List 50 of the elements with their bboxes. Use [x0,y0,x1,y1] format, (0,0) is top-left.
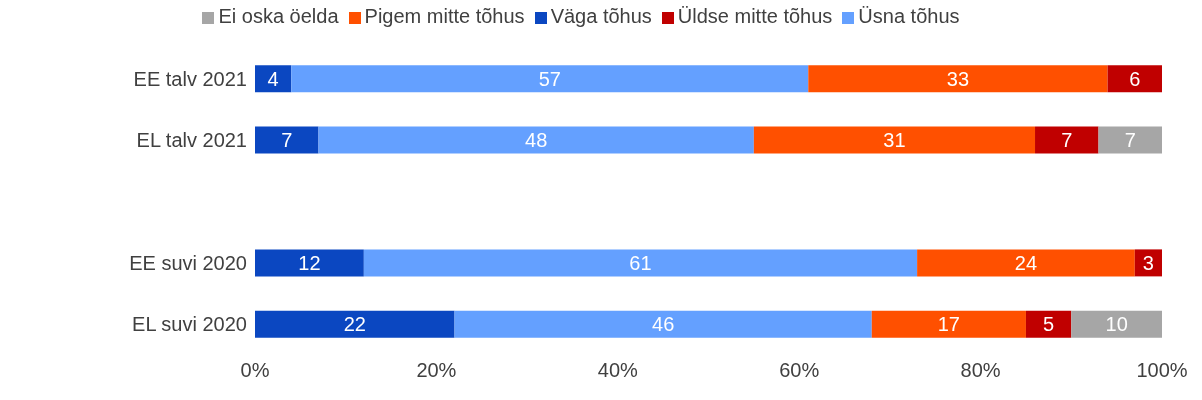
data-label: 31 [883,129,906,152]
x-tick-label: 60% [779,359,820,382]
data-label: 5 [1043,313,1055,336]
bar [255,65,292,93]
y-tick-label: EE suvi 2020 [129,252,247,274]
bar [318,126,754,154]
data-label: 57 [538,67,561,90]
bar [871,310,1026,338]
bar [1035,126,1099,154]
bar [1025,310,1072,338]
bar [291,65,809,93]
legend-label: Pigem mitte tõhus [364,5,525,27]
y-tick-label: EL talv 2021 [136,129,247,152]
bar [917,249,1135,277]
x-tick-label: 40% [597,359,639,382]
data-label: 33 [946,67,970,90]
x-tick-label: 0% [240,359,270,382]
x-tick-label: 80% [960,359,1001,382]
y-tick-label: EE talv 2021 [133,67,247,90]
data-label: 6 [1129,67,1141,90]
bar [363,249,918,277]
bar [1098,126,1162,154]
bar [454,310,872,338]
legend-label: Üldse mitte tõhus [677,5,833,27]
data-label: 7 [281,129,293,152]
bar [753,126,1036,154]
data-label: 12 [298,251,321,274]
bar [808,65,1108,93]
legend-label: Ei oska öelda [218,5,339,27]
bar [255,126,319,154]
y-tick-label: EL suvi 2020 [132,313,247,336]
bar [1071,310,1162,338]
bar [255,249,364,277]
legend-label: Väga tõhus [550,5,652,27]
data-label: 24 [1014,251,1038,274]
data-label: 7 [1061,129,1073,152]
bar [255,310,455,338]
data-label: 46 [652,313,675,336]
data-label: 4 [267,67,279,90]
data-label: 48 [525,129,548,152]
data-label: 10 [1105,313,1128,336]
data-label: 7 [1124,129,1136,152]
data-label: 22 [343,313,366,336]
bar [1107,65,1162,93]
x-tick-label: 100% [1136,359,1188,382]
data-label: 61 [629,251,652,274]
data-label: 3 [1142,251,1154,274]
data-label: 17 [937,313,960,336]
legend-label: Üsna tõhus [858,5,960,27]
x-tick-label: 20% [416,359,457,382]
